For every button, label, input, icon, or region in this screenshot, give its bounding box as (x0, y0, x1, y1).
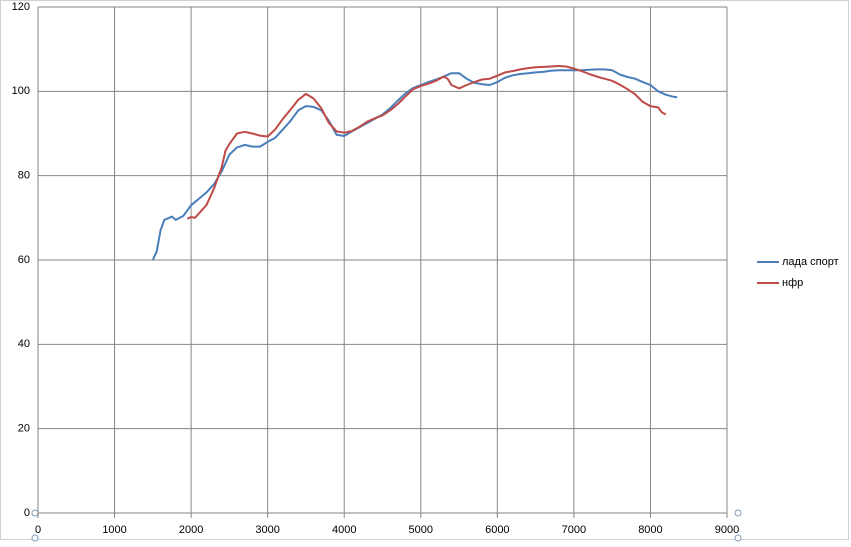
selection-handle (31, 534, 39, 542)
legend-label: лада спорт (782, 256, 839, 268)
y-tick-label: 20 (18, 423, 30, 435)
x-tick-label: 0 (35, 524, 41, 536)
y-tick-label: 60 (18, 254, 30, 266)
selection-handle (734, 534, 742, 542)
y-tick-label: 0 (24, 507, 30, 519)
series-line (151, 68, 678, 261)
x-tick-label: 3000 (255, 524, 279, 536)
x-tick-label: 6000 (485, 524, 509, 536)
selection-handle (734, 509, 742, 517)
x-tick-label: 8000 (638, 524, 662, 536)
series-line (186, 65, 667, 220)
y-tick-label: 80 (18, 170, 30, 182)
y-tick-label: 120 (12, 1, 30, 13)
x-tick-label: 1000 (102, 524, 126, 536)
legend-label: нфр (782, 277, 803, 289)
x-tick-label: 5000 (409, 524, 433, 536)
x-tick-label: 4000 (332, 524, 356, 536)
selection-handle (31, 509, 39, 517)
x-tick-label: 2000 (179, 524, 203, 536)
x-tick-label: 7000 (562, 524, 586, 536)
y-tick-label: 100 (12, 85, 30, 97)
x-tick-label: 9000 (715, 524, 739, 536)
y-tick-label: 40 (18, 338, 30, 350)
